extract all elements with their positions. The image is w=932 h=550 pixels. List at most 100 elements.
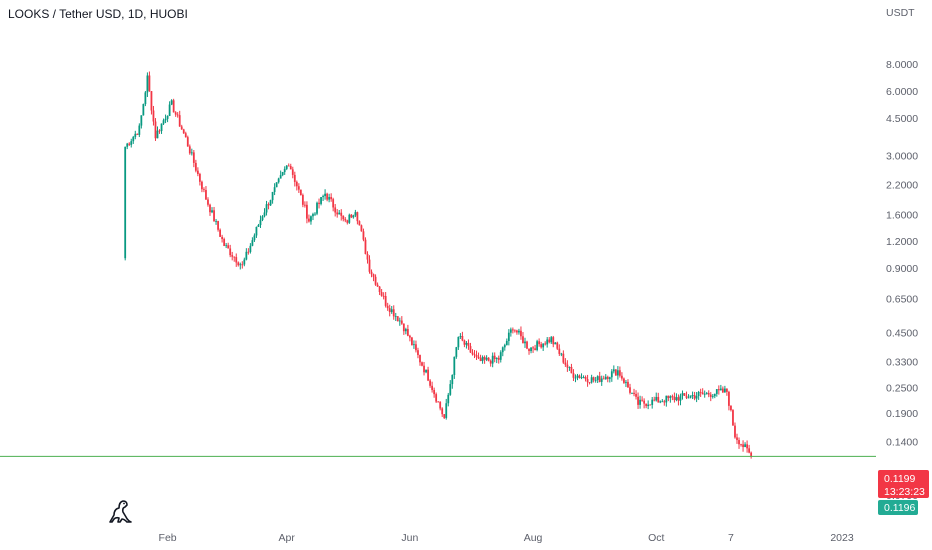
candle-body <box>269 200 272 206</box>
candle-body <box>552 337 555 345</box>
candle-body <box>651 399 654 405</box>
candle-body <box>451 375 454 385</box>
candle-body <box>196 170 199 174</box>
time-tick-label: Jun <box>401 532 418 544</box>
candle-body <box>231 255 234 257</box>
candle-body <box>445 403 448 418</box>
time-axis[interactable]: Feb Apr Jun Aug Oct 7 2023 <box>159 532 854 544</box>
candle-body <box>164 118 167 121</box>
candle-body <box>419 355 421 363</box>
candle-body <box>661 401 664 403</box>
candle-body <box>471 352 474 355</box>
candle-body <box>203 189 205 191</box>
candle-body <box>681 393 684 396</box>
candle-body <box>352 215 355 218</box>
candle-body <box>312 214 314 217</box>
candle-body <box>356 212 359 222</box>
candle-body <box>677 397 680 401</box>
candle-body <box>516 330 518 333</box>
candle-body <box>138 125 141 135</box>
candle-body <box>126 143 129 147</box>
candle-body <box>255 226 258 236</box>
candle-body <box>257 225 260 227</box>
candle-body <box>299 189 302 196</box>
candle-body <box>180 126 183 130</box>
candle-body <box>669 396 672 398</box>
candle-body <box>612 369 615 372</box>
price-axis[interactable]: 8.0000 6.0000 4.5000 3.0000 2.2000 1.6000 1.20… <box>886 59 918 502</box>
candle-body <box>685 395 688 398</box>
candle-body <box>340 212 343 216</box>
candle-body <box>372 274 375 277</box>
candle-body <box>429 380 431 386</box>
candle-body <box>639 399 641 405</box>
candle-body <box>693 395 696 399</box>
candle-body <box>176 114 179 116</box>
candle-body <box>556 342 559 349</box>
candle-body <box>721 388 724 393</box>
candle-body <box>505 340 508 346</box>
candle-body <box>477 356 480 359</box>
candle-body <box>192 152 195 163</box>
candle-body <box>285 165 288 169</box>
candle-body <box>279 175 282 179</box>
candle-body <box>392 309 395 317</box>
candle-body <box>160 123 163 131</box>
candle-body <box>382 295 385 297</box>
time-tick-label: Oct <box>648 532 664 544</box>
candle-body <box>522 336 524 344</box>
candle-body <box>647 404 650 407</box>
candle-body <box>186 137 189 147</box>
candle-body <box>598 376 601 382</box>
price-tick-label: 4.5000 <box>886 113 918 125</box>
candle-body <box>453 356 456 376</box>
candle-body <box>287 165 290 167</box>
candle-body <box>273 187 276 192</box>
candle-body <box>489 360 492 364</box>
candle-body <box>199 173 201 182</box>
candle-body <box>449 384 452 395</box>
candle-body <box>172 100 175 113</box>
candle-body <box>657 396 660 403</box>
candle-body <box>491 355 494 364</box>
candle-body <box>350 214 353 218</box>
candle-body <box>475 355 478 357</box>
candle-body <box>707 392 710 395</box>
candle-body <box>225 245 228 247</box>
candle-body <box>479 358 482 362</box>
candle-body <box>168 104 171 116</box>
candle-body <box>170 100 173 105</box>
candle-body <box>182 129 185 134</box>
candle-body <box>209 204 211 213</box>
candle-body <box>247 251 250 253</box>
candle-body <box>736 437 738 441</box>
candle-body <box>132 136 135 142</box>
candle-body <box>213 210 215 222</box>
candle-body <box>322 196 324 198</box>
candle-body <box>485 357 488 360</box>
candle-body <box>439 401 442 409</box>
candle-body <box>301 195 304 205</box>
tradingview-dino-icon[interactable] <box>106 497 134 525</box>
candle-body <box>366 254 369 260</box>
candle-body <box>627 381 629 388</box>
candle-body <box>227 245 230 249</box>
last-price-value: 0.1199 <box>884 473 915 485</box>
candle-body <box>265 204 268 213</box>
candle-body <box>463 340 466 345</box>
candle-body <box>564 362 567 365</box>
candle-body <box>431 385 434 390</box>
candle-body <box>152 110 155 122</box>
candle-body <box>229 248 232 256</box>
candle-body <box>332 199 335 208</box>
candle-body <box>683 393 686 396</box>
price-tick-label: 0.2500 <box>886 383 918 395</box>
candle-body <box>723 388 726 393</box>
price-tick-label: 0.4500 <box>886 328 918 340</box>
candles <box>124 71 753 459</box>
candle-body <box>201 181 203 190</box>
candle-body <box>308 218 310 222</box>
candle-body <box>406 329 409 336</box>
candle-body <box>384 296 387 306</box>
